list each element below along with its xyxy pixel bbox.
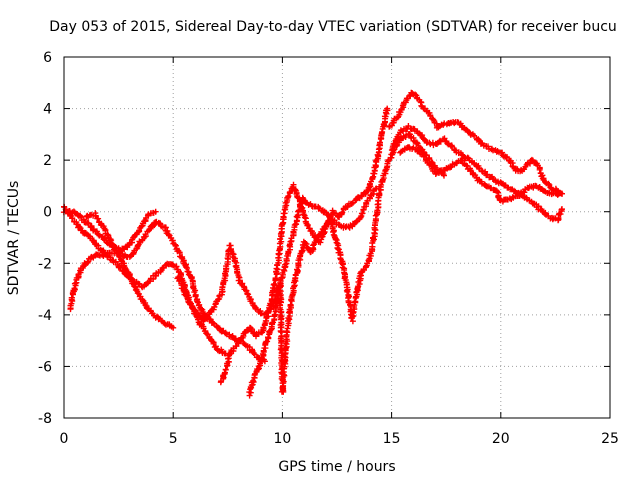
- y-tick-label: -4: [38, 308, 52, 324]
- data-points: [60, 89, 565, 399]
- x-tick-label: 10: [273, 431, 291, 447]
- y-tick-label: 6: [43, 50, 52, 66]
- series-markers: [67, 208, 159, 313]
- y-tick-label: -2: [38, 256, 52, 272]
- y-axis-label: SDTVAR / TECUs: [6, 181, 22, 296]
- x-tick-label: 5: [169, 431, 178, 447]
- y-tick-label: 2: [43, 153, 52, 169]
- y-tick-label: -6: [38, 359, 52, 375]
- plot-frame: [63, 56, 611, 419]
- series-track-8: [386, 89, 565, 197]
- x-tick-label: 20: [492, 431, 510, 447]
- y-tick-label: 4: [43, 102, 52, 118]
- series-markers: [388, 123, 565, 224]
- y-tick-labels: -8 -6 -4 -2 0 2 4 6: [38, 50, 52, 427]
- x-tick-label: 0: [60, 431, 69, 447]
- series-markers: [246, 131, 447, 399]
- series-track-10: [397, 144, 565, 205]
- x-tick-labels: 0 5 10 15 20 25: [60, 431, 619, 447]
- series-track-7: [246, 131, 447, 399]
- series-track-2: [67, 208, 159, 313]
- grid-lines: [64, 57, 610, 418]
- y-tick-label: -8: [38, 411, 52, 427]
- series-markers: [386, 89, 565, 197]
- x-tick-label: 25: [601, 431, 619, 447]
- y-tick-label: 0: [43, 205, 52, 221]
- series-track-9: [388, 123, 565, 224]
- x-axis-label: GPS time / hours: [278, 459, 395, 475]
- x-tick-label: 15: [383, 431, 401, 447]
- series-markers: [397, 144, 565, 205]
- chart-title: Day 053 of 2015, Sidereal Day-to-day VTE…: [49, 19, 617, 35]
